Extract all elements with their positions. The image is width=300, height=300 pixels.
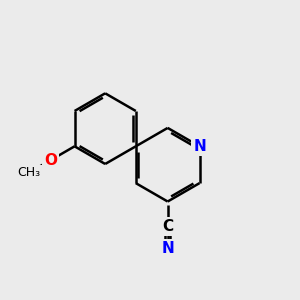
Text: N: N [161,241,174,256]
Text: CH₃: CH₃ [17,166,40,179]
Text: O: O [44,153,57,168]
Text: C: C [162,219,173,234]
Text: N: N [193,139,206,154]
